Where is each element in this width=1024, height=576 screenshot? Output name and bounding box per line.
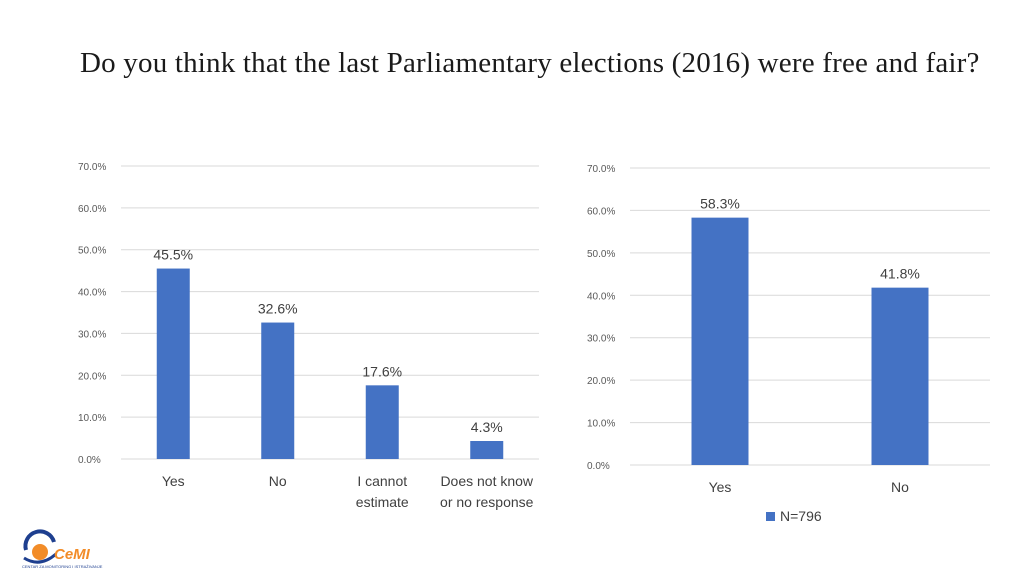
y-tick-label: 60.0% (78, 204, 106, 215)
category-label: or no response (440, 494, 534, 510)
y-tick-label: 20.0% (78, 371, 106, 382)
cemi-logo-icon (23, 529, 57, 564)
bar (365, 385, 399, 459)
category-label: Does not know (440, 473, 533, 489)
category-label: Yes (162, 473, 185, 489)
legend-swatch (766, 511, 775, 521)
bar (156, 268, 190, 459)
y-tick-label: 0.0% (78, 455, 101, 466)
data-label: 4.3% (471, 419, 503, 435)
data-label: 17.6% (362, 363, 402, 379)
data-label: 45.5% (153, 247, 193, 263)
y-tick-label: 30.0% (78, 329, 106, 340)
category-label: No (269, 473, 287, 489)
bar (470, 441, 504, 459)
category-label: estimate (356, 494, 409, 510)
chart-answers-all: 0.0% 10.0% 20.0% 30.0% 40.0% 50.0% 60.0% 70.0% 4… (78, 162, 539, 510)
y-tick-label: 10.0% (587, 419, 615, 430)
page-title: Do you think that the last Parliamentary… (80, 47, 980, 79)
bar (871, 287, 929, 465)
y-tick-label: 10.0% (78, 413, 106, 424)
bar (691, 217, 749, 465)
chart-legend: N=796 (766, 508, 822, 524)
y-tick-label: 40.0% (78, 288, 106, 299)
cemi-logo-subtitle: CENTAR ZA MONITORING I ISTRAŽIVANJE (22, 564, 103, 569)
y-tick-label: 50.0% (78, 246, 106, 257)
data-label: 58.3% (700, 196, 740, 212)
y-tick-label: 60.0% (587, 206, 615, 217)
y-tick-label: 20.0% (587, 376, 615, 387)
category-label: No (891, 479, 909, 495)
data-label: 41.8% (880, 266, 920, 282)
data-label: 32.6% (258, 301, 298, 317)
category-label: I cannot (357, 473, 407, 489)
cemi-logo: CeMI CENTAR ZA MONITORING I ISTRAŽIVANJE (20, 528, 130, 572)
y-tick-label: 50.0% (587, 249, 615, 260)
bar (261, 322, 295, 459)
cemi-logo-text: CeMI (54, 546, 90, 563)
legend-label: N=796 (780, 508, 822, 524)
y-tick-label: 70.0% (78, 162, 106, 173)
y-tick-label: 30.0% (587, 334, 615, 345)
y-tick-label: 70.0% (587, 164, 615, 175)
y-tick-label: 0.0% (587, 461, 610, 472)
y-tick-label: 40.0% (587, 291, 615, 302)
chart-answers-yes-no: 0.0% 10.0% 20.0% 30.0% 40.0% 50.0% 60.0% 70.0% 5… (587, 164, 990, 495)
category-label: Yes (709, 479, 732, 495)
